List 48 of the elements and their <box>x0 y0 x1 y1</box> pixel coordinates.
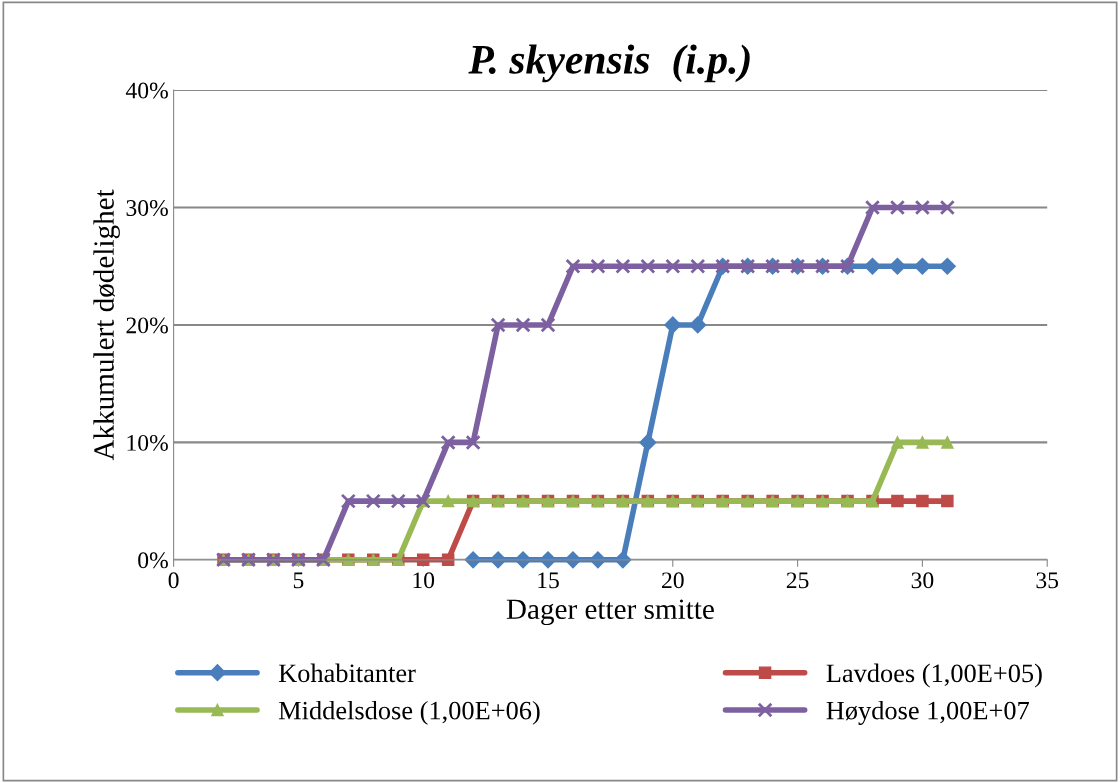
point <box>440 434 456 451</box>
x-tick-label: 10 <box>413 572 435 589</box>
x-tick-label: 35 <box>1036 572 1059 589</box>
point <box>365 493 381 509</box>
point <box>916 436 929 449</box>
point <box>689 316 707 334</box>
point <box>664 316 682 334</box>
y-tick-label: 40% <box>125 82 168 99</box>
chart-title: P. skyensis (i.p.) <box>468 44 750 83</box>
legend-label: Høydose 1,00E+07 <box>826 700 1029 725</box>
x-tick-label: 20 <box>662 572 684 589</box>
point <box>465 434 481 451</box>
point <box>665 258 681 274</box>
point <box>515 317 531 333</box>
y-tick-label: 0% <box>138 552 168 569</box>
point <box>390 493 406 509</box>
point <box>916 494 929 508</box>
x-tick-label: 0 <box>168 572 179 589</box>
point <box>889 199 906 216</box>
point <box>615 258 631 274</box>
point <box>590 258 606 274</box>
point <box>891 494 904 508</box>
point <box>864 199 881 216</box>
point <box>490 317 506 333</box>
legend-label: Middelsdose (1,00E+06) <box>278 700 540 725</box>
point <box>941 436 954 449</box>
x-tick-label: 30 <box>911 572 934 589</box>
x-tick-label: 25 <box>786 572 809 589</box>
x-tick-label: 5 <box>293 572 304 589</box>
point <box>690 258 706 274</box>
y-tick-label: 30% <box>126 199 168 216</box>
point <box>565 258 581 274</box>
point <box>914 199 931 216</box>
y-tick-label: 10% <box>127 434 168 451</box>
x-axis-title: Dager etter smitte <box>506 599 714 626</box>
point <box>639 433 657 451</box>
point <box>540 317 556 333</box>
y-tick-label: 20% <box>126 317 168 334</box>
point <box>340 493 356 509</box>
x-tick-label: 15 <box>538 572 559 589</box>
point <box>939 199 955 216</box>
point <box>441 494 455 508</box>
legend-label: Kohabitanter <box>278 663 416 683</box>
point <box>941 494 954 508</box>
legend-label: Lavdoes (1,00E+05) <box>826 663 1042 688</box>
y-axis-title: Akkumulert dødelighet <box>93 189 120 461</box>
point <box>891 436 904 449</box>
point <box>640 258 656 274</box>
